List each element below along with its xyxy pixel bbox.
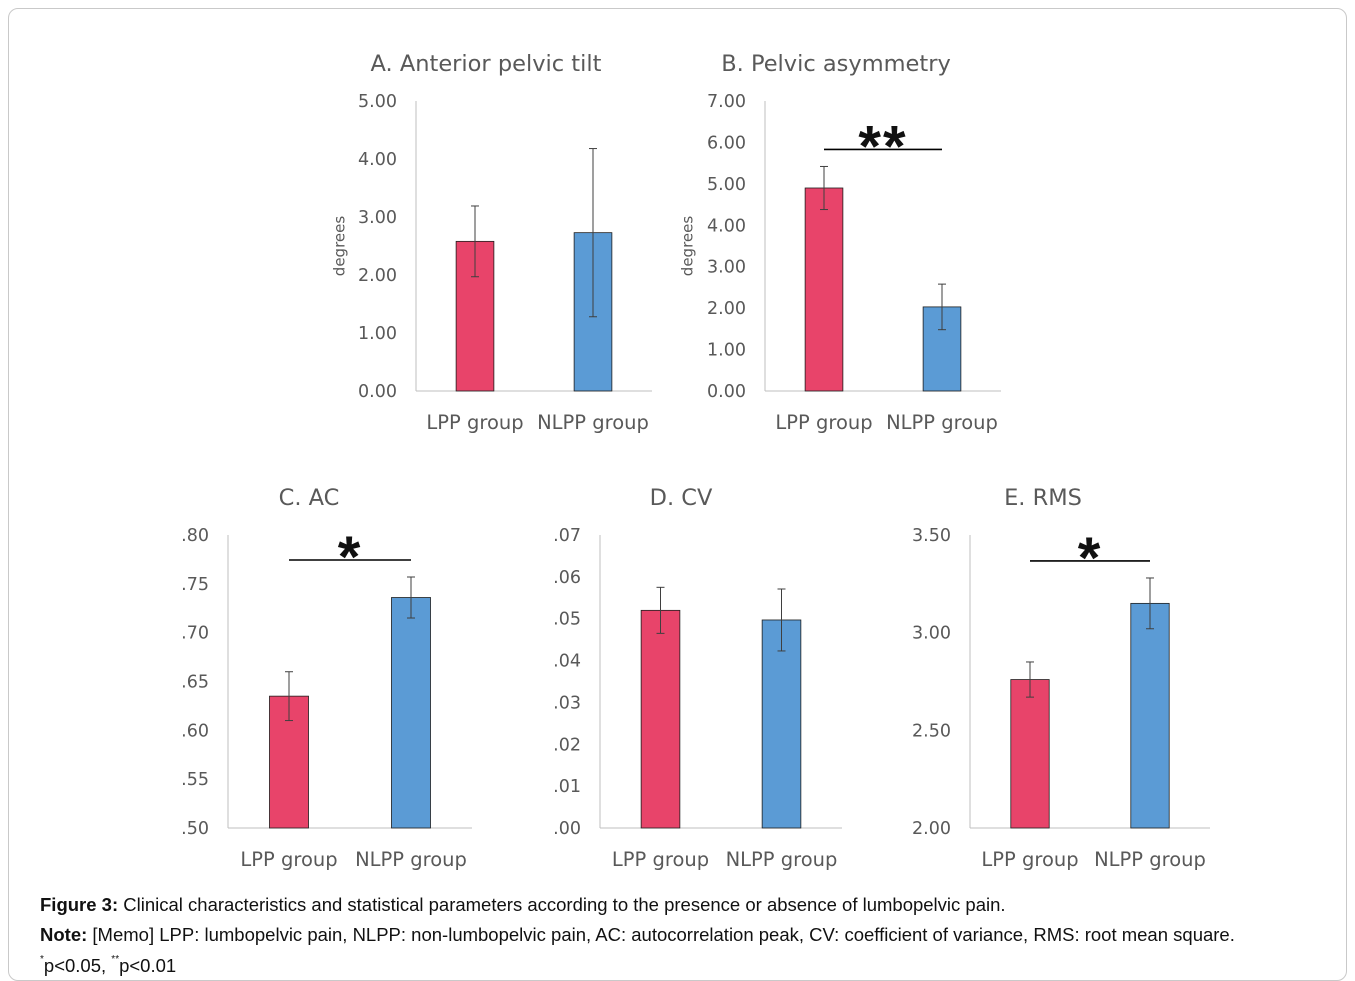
y-tick-label: .65: [181, 673, 209, 693]
y-tick-label: 2.50: [912, 721, 951, 741]
chart-title: B. Pelvic asymmetry: [721, 51, 951, 77]
category-label: LPP group: [981, 848, 1078, 871]
figure-charts: A. Anterior pelvic tilt degrees 0.00 1.00 2.…: [181, 51, 1210, 871]
p-level-text: p<0.01: [119, 955, 177, 976]
significance-legend: *p<0.05, **p<0.01: [40, 955, 176, 977]
error-bar-nlpp-group: [938, 283, 946, 331]
category-label: NLPP group: [726, 848, 838, 871]
y-tick-label: .70: [181, 624, 209, 644]
y-axis-label: degrees: [331, 216, 349, 277]
y-tick-label: 4.00: [358, 150, 397, 170]
significance-marker: **: [858, 114, 907, 179]
y-axis-label: degrees: [679, 216, 697, 277]
y-tick-label: .80: [181, 526, 209, 546]
chart-title: C. AC: [279, 485, 340, 511]
category-label: NLPP group: [886, 411, 998, 434]
bar-lpp-group: [804, 187, 844, 392]
y-tick-label: 5.00: [707, 175, 746, 195]
category-label: LPP group: [240, 848, 337, 871]
error-bar-nlpp-group: [777, 588, 786, 652]
chart-panel-4: D. CV .00 .01 .02 .03 .04 .05 .06 .07 LPP group NL…: [553, 485, 842, 871]
category-label: NLPP group: [355, 848, 467, 871]
y-tick-label: 3.00: [912, 624, 951, 644]
error-bar-nlpp-group: [1146, 577, 1154, 630]
category-label: LPP group: [426, 411, 523, 434]
p-level-mark: *: [40, 954, 44, 965]
bar-nlpp-group: [1130, 602, 1170, 829]
y-tick-label: 2.00: [912, 819, 951, 839]
y-tick-label: 2.00: [707, 299, 746, 319]
y-tick-label: .03: [553, 693, 581, 713]
significance-marker: *: [1078, 526, 1103, 591]
y-tick-label: 5.00: [358, 92, 397, 112]
y-tick-label: 3.50: [912, 526, 951, 546]
y-tick-label: 3.00: [358, 208, 397, 228]
error-bar-nlpp-group: [589, 148, 597, 318]
chart-title: A. Anterior pelvic tilt: [371, 51, 602, 77]
chart-panel-1: A. Anterior pelvic tilt degrees 0.00 1.00 2.…: [331, 51, 652, 434]
error-bar-nlpp-group: [407, 576, 415, 619]
y-tick-label: 1.00: [358, 324, 397, 344]
y-tick-label: .05: [553, 610, 581, 630]
y-tick-label: 1.00: [707, 341, 746, 361]
chart-title: E. RMS: [1004, 485, 1082, 511]
bar-nlpp-group: [761, 619, 802, 829]
figure-note: Note: [Memo] LPP: lumbopelvic pain, NLPP…: [40, 924, 1235, 946]
y-tick-label: 0.00: [707, 382, 746, 402]
p-level-text: p<0.05,: [43, 955, 107, 976]
y-tick-label: .04: [553, 652, 581, 672]
y-tick-label: .60: [181, 721, 209, 741]
error-bar-lpp-group: [820, 165, 828, 211]
figure-caption: Figure 3: Clinical characteristics and s…: [40, 894, 1006, 916]
error-bar-lpp-group: [656, 586, 665, 634]
bar-nlpp-group: [391, 597, 431, 829]
category-label: LPP group: [612, 848, 709, 871]
y-tick-label: 3.00: [707, 258, 746, 278]
y-tick-label: 2.00: [358, 266, 397, 286]
y-tick-label: 6.00: [707, 133, 746, 153]
y-tick-label: 7.00: [707, 92, 746, 112]
y-tick-label: .01: [553, 777, 581, 797]
bar-lpp-group: [640, 609, 681, 829]
y-tick-label: .07: [553, 526, 581, 546]
y-tick-label: 4.00: [707, 216, 746, 236]
note-label: Note:: [40, 924, 88, 945]
error-bar-lpp-group: [471, 205, 479, 278]
p-level-mark: **: [111, 954, 120, 965]
figure-label: Figure 3:: [40, 894, 119, 915]
y-tick-label: .02: [553, 735, 581, 755]
figure-caption-text: Clinical characteristics and statistical…: [123, 894, 1006, 915]
category-label: NLPP group: [1094, 848, 1206, 871]
chart-panel-2: B. Pelvic asymmetry degrees 0.00 1.00 2.00 3.…: [679, 51, 1001, 434]
y-tick-label: .55: [181, 770, 209, 790]
category-label: NLPP group: [537, 411, 649, 434]
chart-panel-5: E. RMS 2.00 2.50 3.00 3.50 LPP group NLPP grou…: [912, 485, 1210, 871]
y-tick-label: 0.00: [358, 382, 397, 402]
y-tick-label: .50: [181, 819, 209, 839]
y-tick-label: .00: [553, 819, 581, 839]
y-tick-label: .06: [553, 568, 581, 588]
category-label: LPP group: [775, 411, 872, 434]
error-bar-lpp-group: [1026, 661, 1034, 698]
chart-title: D. CV: [650, 485, 713, 511]
significance-marker: *: [338, 525, 363, 590]
note-text: [Memo] LPP: lumbopelvic pain, NLPP: non-…: [92, 924, 1235, 945]
y-tick-label: .75: [181, 575, 209, 595]
chart-panel-3: C. AC .50 .55 .60 .65 .70 .75 .80 LPP group NLPP …: [181, 485, 472, 871]
error-bar-lpp-group: [285, 671, 293, 722]
bar-lpp-group: [1010, 679, 1050, 829]
